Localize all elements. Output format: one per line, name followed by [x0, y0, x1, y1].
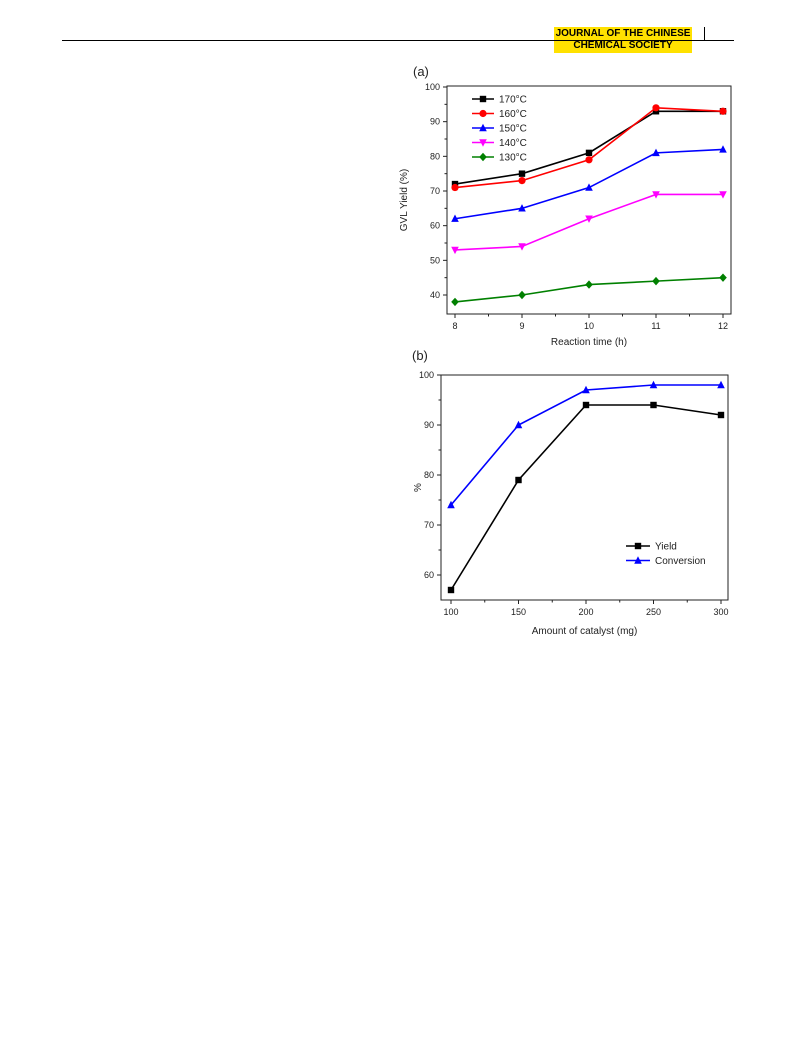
- series-130c: [451, 273, 727, 307]
- legend-label: 130°C: [499, 153, 527, 164]
- data-point: [447, 500, 455, 509]
- x-tick-label: 9: [519, 321, 524, 331]
- x-tick-label: 300: [713, 607, 728, 617]
- data-point: [719, 273, 727, 282]
- legend-label: Yield: [655, 542, 677, 553]
- data-point: [447, 586, 455, 594]
- x-axis-label: Reaction time (h): [551, 337, 627, 348]
- data-point: [451, 183, 459, 192]
- data-point: [582, 385, 590, 394]
- legend-label: 160°C: [499, 109, 527, 120]
- data-point: [518, 290, 526, 300]
- data-point: [719, 145, 727, 153]
- y-tick-label: 80: [424, 470, 434, 480]
- y-tick-label: 90: [424, 420, 434, 430]
- y-tick-label: 50: [430, 255, 440, 265]
- series-170c: [451, 108, 727, 188]
- panel-label: (b): [412, 348, 428, 363]
- legend-entry: Conversion: [626, 556, 706, 567]
- legend-label: Conversion: [655, 556, 706, 567]
- legend-entry: 160°C: [472, 109, 527, 120]
- y-tick-label: 90: [430, 117, 440, 127]
- data-point: [652, 191, 660, 199]
- series-line: [454, 106, 724, 189]
- legend-entry: 150°C: [472, 124, 527, 135]
- legend-entry: 170°C: [472, 95, 527, 106]
- legend-entry: 140°C: [472, 138, 527, 149]
- y-tick-label: 60: [430, 221, 440, 231]
- legend-label: 150°C: [499, 124, 527, 135]
- data-point: [514, 420, 523, 429]
- data-point: [585, 280, 593, 289]
- journal-name-line1: JOURNAL OF THE CHINESE: [555, 28, 691, 39]
- header-tick: [704, 27, 705, 40]
- y-axis-label: %: [413, 483, 424, 492]
- x-axis-label: Amount of catalyst (mg): [532, 626, 638, 637]
- legend-entry: 130°C: [472, 153, 527, 164]
- y-tick-label: 80: [430, 151, 440, 161]
- data-point: [518, 204, 526, 212]
- y-tick-label: 100: [419, 370, 434, 380]
- data-point: [515, 476, 522, 484]
- legend-marker: [634, 542, 642, 550]
- legend-marker: [634, 556, 642, 564]
- x-tick-label: 250: [646, 607, 661, 617]
- data-point: [518, 177, 526, 185]
- data-point: [582, 401, 590, 409]
- legend-marker: [479, 95, 487, 103]
- legend-marker: [479, 123, 487, 132]
- x-tick-label: 12: [718, 321, 728, 331]
- panel-label: (a): [413, 64, 429, 79]
- data-point: [652, 104, 660, 112]
- data-point: [649, 380, 658, 389]
- x-tick-label: 11: [651, 321, 660, 331]
- data-point: [652, 276, 660, 286]
- x-tick-label: 200: [578, 607, 593, 617]
- data-point: [717, 411, 725, 419]
- x-tick-label: 100: [443, 607, 458, 617]
- chart-panel-a: (a) 8 9 10 11 12 40 50 60 70 80 90 100 Reaction time …: [399, 64, 732, 348]
- y-tick-label: 40: [430, 290, 440, 300]
- series-yield: [447, 401, 725, 594]
- journal-name-line2: CHEMICAL SOCIETY: [573, 40, 673, 51]
- series-140c: [451, 191, 727, 255]
- data-point: [652, 148, 660, 157]
- data-point: [585, 215, 593, 223]
- series-160c: [451, 104, 727, 192]
- series-conversion: [447, 380, 725, 509]
- x-tick-label: 8: [452, 321, 457, 331]
- legend-marker: [479, 109, 487, 118]
- data-point: [451, 246, 459, 255]
- legend-marker: [479, 152, 487, 162]
- chart-panel-b: (b) 100 150 200 250 300 60 70 80 90 100 Amount of c…: [412, 348, 729, 637]
- legend-entry: Yield: [626, 542, 677, 553]
- data-point: [717, 380, 725, 389]
- series-150c: [451, 145, 727, 222]
- plot-frame: [440, 374, 729, 601]
- y-axis-label: GVL Yield (%): [399, 169, 410, 231]
- legend-label: 140°C: [499, 138, 527, 149]
- data-point: [650, 401, 657, 409]
- data-point: [451, 297, 459, 307]
- y-tick-label: 60: [424, 570, 434, 580]
- series-line: [454, 110, 723, 185]
- data-point: [585, 156, 593, 164]
- legend-marker: [479, 139, 487, 147]
- data-point: [518, 170, 526, 177]
- x-tick-label: 150: [511, 607, 526, 617]
- data-point: [585, 183, 593, 191]
- data-point: [719, 191, 727, 199]
- data-point: [451, 214, 459, 222]
- y-tick-label: 70: [424, 520, 434, 530]
- data-point: [585, 149, 593, 157]
- header-rule: [62, 40, 734, 41]
- y-tick-label: 100: [425, 82, 440, 92]
- data-point: [518, 243, 526, 251]
- legend-label: 170°C: [499, 95, 527, 106]
- x-tick-label: 10: [584, 321, 594, 331]
- data-point: [719, 107, 727, 115]
- y-tick-label: 70: [430, 186, 440, 196]
